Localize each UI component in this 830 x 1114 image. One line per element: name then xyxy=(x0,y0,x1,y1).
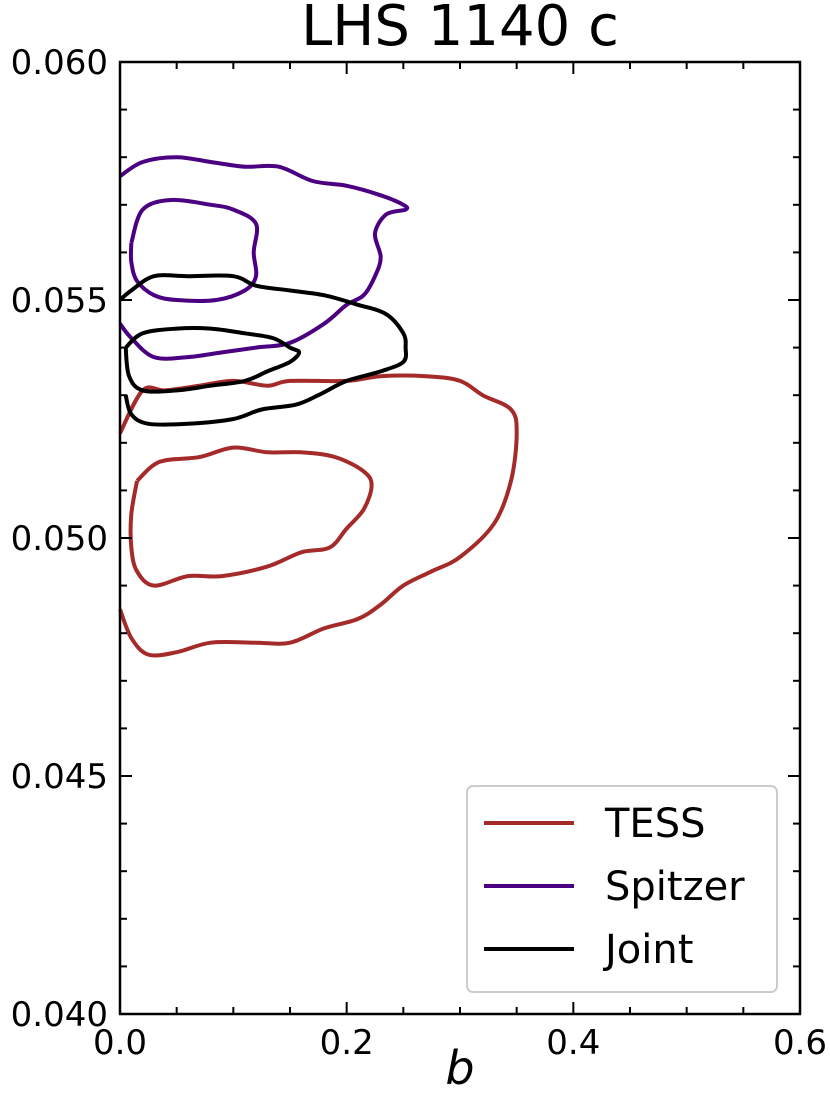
legend-label-tess: TESS xyxy=(604,801,706,847)
y-tick-label: 0.060 xyxy=(11,43,108,83)
contour-tess-inner xyxy=(128,445,374,588)
contour-joint-inner xyxy=(123,326,302,394)
legend-box xyxy=(466,785,778,993)
x-tick-label: 0.2 xyxy=(320,1023,374,1063)
y-tick-label: 0.055 xyxy=(11,281,108,321)
chart-title: LHS 1140 c xyxy=(301,0,619,59)
y-tick-label: 0.045 xyxy=(11,757,108,797)
contour-layer xyxy=(118,155,519,658)
x-tick-label: 0.6 xyxy=(773,1023,827,1063)
plot-area-frame xyxy=(118,60,802,1016)
legend-label-joint: Joint xyxy=(602,927,693,973)
y-tick-label: 0.040 xyxy=(11,995,108,1035)
contour-spitzer-inner xyxy=(128,197,260,303)
x-tick-label: 0.4 xyxy=(546,1023,600,1063)
x-tick-label: 0.0 xyxy=(93,1023,147,1063)
contour-spitzer-outer xyxy=(118,155,410,361)
x-axis-label: b xyxy=(445,1041,474,1095)
legend: TESS Spitzer Joint xyxy=(466,785,778,993)
axis-ticks: 0.0 0.2 0.4 0.6 0.040 0.045 0.050 0.055 0.060 xyxy=(11,43,827,1063)
y-tick-label: 0.050 xyxy=(11,519,108,559)
contour-tess-outer xyxy=(118,373,519,658)
legend-label-spitzer: Spitzer xyxy=(605,864,745,910)
contour-joint-outer xyxy=(118,273,409,427)
